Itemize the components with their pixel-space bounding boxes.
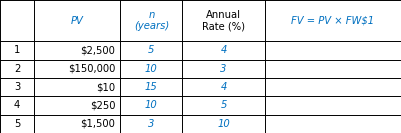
- Text: 3: 3: [148, 119, 154, 129]
- Text: 4: 4: [221, 45, 227, 55]
- Text: FV = PV × FW$1: FV = PV × FW$1: [291, 16, 375, 26]
- Text: $250: $250: [90, 100, 115, 111]
- Text: 1: 1: [14, 45, 20, 55]
- Text: 3: 3: [14, 82, 20, 92]
- Text: 4: 4: [221, 82, 227, 92]
- Text: 5: 5: [221, 100, 227, 111]
- Text: 10: 10: [145, 64, 158, 74]
- Text: 10: 10: [217, 119, 230, 129]
- Text: $150,000: $150,000: [68, 64, 115, 74]
- Text: PV: PV: [71, 16, 84, 26]
- Text: $2,500: $2,500: [81, 45, 115, 55]
- Text: n
(years): n (years): [134, 10, 169, 31]
- Text: 15: 15: [145, 82, 158, 92]
- Text: 4: 4: [14, 100, 20, 111]
- Text: $1,500: $1,500: [81, 119, 115, 129]
- Text: 2: 2: [14, 64, 20, 74]
- Text: Annual
Rate (%): Annual Rate (%): [202, 10, 245, 31]
- Text: $10: $10: [96, 82, 115, 92]
- Text: 5: 5: [148, 45, 154, 55]
- Text: 3: 3: [221, 64, 227, 74]
- Text: 10: 10: [145, 100, 158, 111]
- Text: 5: 5: [14, 119, 20, 129]
